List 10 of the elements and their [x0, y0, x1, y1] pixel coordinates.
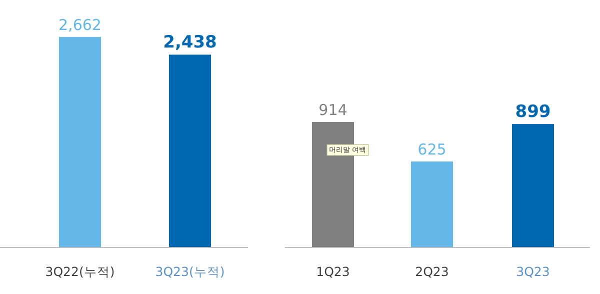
data-label: 914	[318, 101, 348, 119]
x-tick-label: 3Q23(누적)	[155, 264, 225, 279]
data-label: 625	[418, 140, 446, 159]
x-tick-label: 2Q23	[415, 264, 449, 279]
x-tick-label: 3Q23	[516, 264, 550, 279]
x-tick-label: 3Q22(누적)	[45, 264, 115, 279]
x-tick-label: 1Q23	[316, 264, 350, 279]
data-label: 2,662	[58, 16, 102, 34]
data-label: 2,438	[163, 32, 217, 53]
data-label: 899	[515, 102, 551, 122]
